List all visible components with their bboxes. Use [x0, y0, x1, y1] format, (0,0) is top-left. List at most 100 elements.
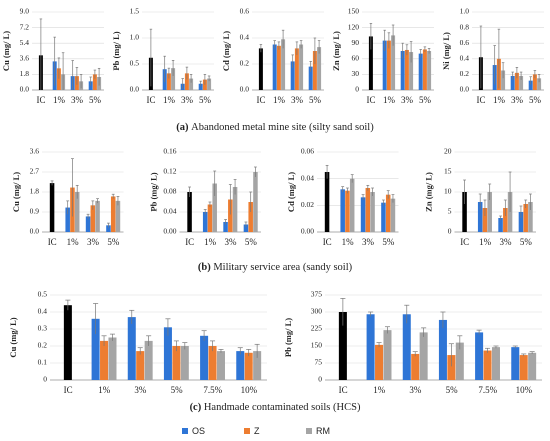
bar [491, 347, 500, 380]
error-bar [93, 69, 97, 79]
bar [386, 40, 391, 90]
error-bar [97, 67, 101, 86]
bar [375, 344, 384, 380]
error-bar [137, 347, 143, 355]
control-bar [324, 172, 330, 232]
x-tick-label: 1% [53, 95, 66, 105]
control-bar [462, 192, 467, 232]
error-bar [529, 76, 532, 85]
y-axis-label: Cu (mg/ L) [11, 172, 21, 212]
x-tick-label: 5% [419, 95, 432, 105]
bar [390, 198, 396, 232]
bar [207, 78, 212, 90]
bar [366, 314, 375, 380]
y-axis-label: Cd (mg/ L) [286, 172, 296, 212]
bar [382, 40, 387, 90]
error-bar [273, 40, 276, 49]
x-tick-label: 3% [409, 385, 422, 395]
bar [91, 318, 100, 380]
bar [419, 332, 428, 380]
y-tick-label: 300 [311, 307, 323, 316]
error-bar [448, 343, 454, 367]
bar [370, 192, 375, 232]
error-bar [493, 45, 496, 85]
error-bar [501, 62, 505, 79]
x-tick-label: IC [339, 385, 348, 395]
error-bar [341, 186, 345, 192]
error-bar [281, 29, 285, 49]
error-bar [244, 221, 248, 227]
bar [189, 78, 194, 90]
bar [88, 81, 93, 90]
y-tick-label: 225 [311, 324, 323, 333]
caption-label: (b) [198, 262, 211, 273]
control-bar [187, 192, 192, 232]
error-bar [476, 329, 482, 335]
error-bar [383, 29, 386, 51]
y-tick-label: 3.6 [30, 147, 40, 156]
bar [519, 75, 524, 90]
error-bar [71, 158, 74, 217]
bar [208, 346, 217, 380]
error-bar [427, 48, 431, 54]
error-bar [533, 70, 537, 79]
error-bar [529, 351, 535, 354]
bar [184, 73, 189, 90]
error-bar [483, 199, 487, 216]
y-axis-label: Zn (mg/ L) [423, 172, 433, 212]
bar [427, 51, 432, 90]
y-tick-label: 3.6 [20, 54, 30, 63]
x-tick-label: 3% [362, 237, 375, 247]
bar [236, 351, 245, 380]
y-tick-label: 30 [352, 69, 360, 78]
error-bar [421, 327, 427, 337]
error-bar [109, 333, 116, 341]
error-bar [228, 184, 232, 215]
error-bar [233, 179, 237, 195]
x-tick-label: 3% [87, 237, 100, 247]
error-bar [173, 340, 179, 352]
x-tick-label: 1% [373, 385, 386, 395]
bar [232, 187, 238, 232]
y-tick-label: 90 [352, 38, 360, 47]
error-bar [409, 41, 413, 63]
legend-swatch [182, 428, 188, 434]
y-tick-label: 1.5 [130, 7, 140, 16]
control-bar [63, 305, 72, 380]
bar [74, 192, 80, 232]
error-bar [350, 174, 354, 183]
error-bar [376, 342, 382, 348]
error-bar [529, 193, 532, 210]
y-tick-label: 1.0 [460, 7, 470, 16]
bar [528, 202, 533, 232]
error-bar [65, 299, 71, 311]
error-bar [497, 28, 501, 89]
bar [308, 66, 313, 90]
y-tick-label: 20 [444, 147, 452, 156]
error-bar [165, 318, 171, 336]
bar [418, 53, 423, 90]
bar [228, 199, 233, 232]
x-tick-label: 1% [163, 95, 176, 105]
error-bar [107, 222, 110, 228]
bar [163, 327, 172, 380]
bar [501, 70, 506, 90]
caption-text: Abandoned metal mine site (silty sand so… [191, 122, 374, 133]
y-tick-label: 7.2 [20, 22, 30, 31]
error-bar [511, 71, 514, 80]
bar [95, 200, 100, 232]
bar [216, 351, 225, 380]
error-bar [537, 74, 541, 83]
error-bar [521, 353, 527, 357]
bar [299, 44, 304, 90]
y-tick-label: 0.2 [38, 341, 48, 350]
x-tick-label: 1% [204, 237, 217, 247]
error-bar [478, 193, 482, 210]
bar [391, 35, 396, 90]
legend-swatch [306, 428, 312, 434]
x-tick-label: 1% [479, 237, 492, 247]
bar [402, 314, 411, 380]
error-bar [463, 179, 466, 204]
error-bar [291, 54, 294, 68]
x-tick-label: 5% [107, 237, 120, 247]
